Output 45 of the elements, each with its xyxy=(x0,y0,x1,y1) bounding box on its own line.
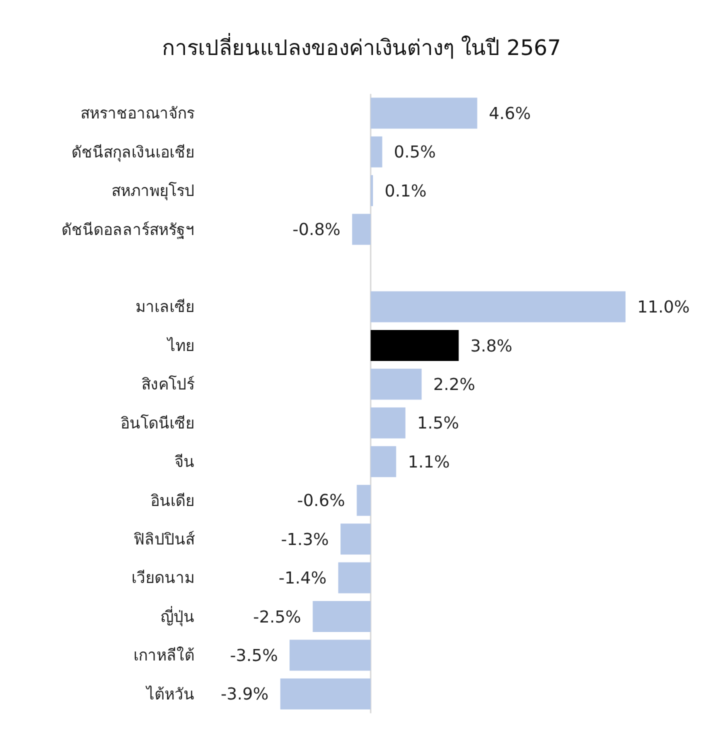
bar xyxy=(312,601,371,632)
bar xyxy=(356,484,371,516)
bar xyxy=(370,330,459,361)
bar xyxy=(338,562,371,594)
data-label: -2.5% xyxy=(253,607,302,626)
data-label: -3.5% xyxy=(230,646,278,666)
data-label: -0.8% xyxy=(292,220,340,240)
data-label: 11.0% xyxy=(637,298,690,317)
y-tick-label: สหราชอาณาจักร xyxy=(80,104,195,123)
y-tick-label: ไต้หวัน xyxy=(144,684,195,704)
y-tick-label: สิงคโปร์ xyxy=(142,374,195,394)
data-label: 1.5% xyxy=(417,414,460,433)
bar xyxy=(370,98,478,129)
y-tick-label: ดัชนีดอลลาร์สหรัฐฯ xyxy=(62,220,195,239)
y-tick-label: อินโดนีเซีย xyxy=(120,413,195,432)
data-label: -1.3% xyxy=(280,530,329,549)
bar xyxy=(290,640,371,671)
data-label: -0.6% xyxy=(297,491,346,510)
y-tick-label: ญี่ปุ่น xyxy=(160,606,195,627)
chart-title: การเปลี่ยนแปลงของค่าเงินต่างๆ ในปี 2567 xyxy=(162,32,561,61)
bar xyxy=(280,678,371,710)
y-tick-label: มาเลเซีย xyxy=(136,298,195,316)
y-tick-label: สหภาพยุโรป xyxy=(112,181,195,202)
data-label: -3.9% xyxy=(220,684,269,704)
data-label: -1.4% xyxy=(278,568,327,588)
y-tick-label: ไทย xyxy=(166,336,195,355)
bar xyxy=(340,524,371,555)
data-label: 0.1% xyxy=(384,181,427,200)
y-tick-label: ดัชนีสกุลเงินเอเชีย xyxy=(72,143,195,162)
data-label: 1.1% xyxy=(408,452,450,472)
data-label: 4.6% xyxy=(488,104,531,123)
y-tick-label: อินเดีย xyxy=(150,492,195,510)
y-tick-label: จีน xyxy=(174,453,195,472)
y-tick-label: ฟิลิปปินส์ xyxy=(134,530,196,549)
data-label: 3.8% xyxy=(470,336,512,356)
bar xyxy=(370,446,396,478)
bar xyxy=(352,214,371,245)
bar xyxy=(370,136,382,168)
y-tick-label: เกาหลีใต้ xyxy=(134,646,195,665)
bar xyxy=(370,407,406,438)
data-label: 0.5% xyxy=(394,142,436,162)
y-tick-label: เวียดนาม xyxy=(132,569,195,588)
bar xyxy=(370,291,626,322)
data-label: 2.2% xyxy=(433,374,476,394)
bar xyxy=(370,368,422,400)
